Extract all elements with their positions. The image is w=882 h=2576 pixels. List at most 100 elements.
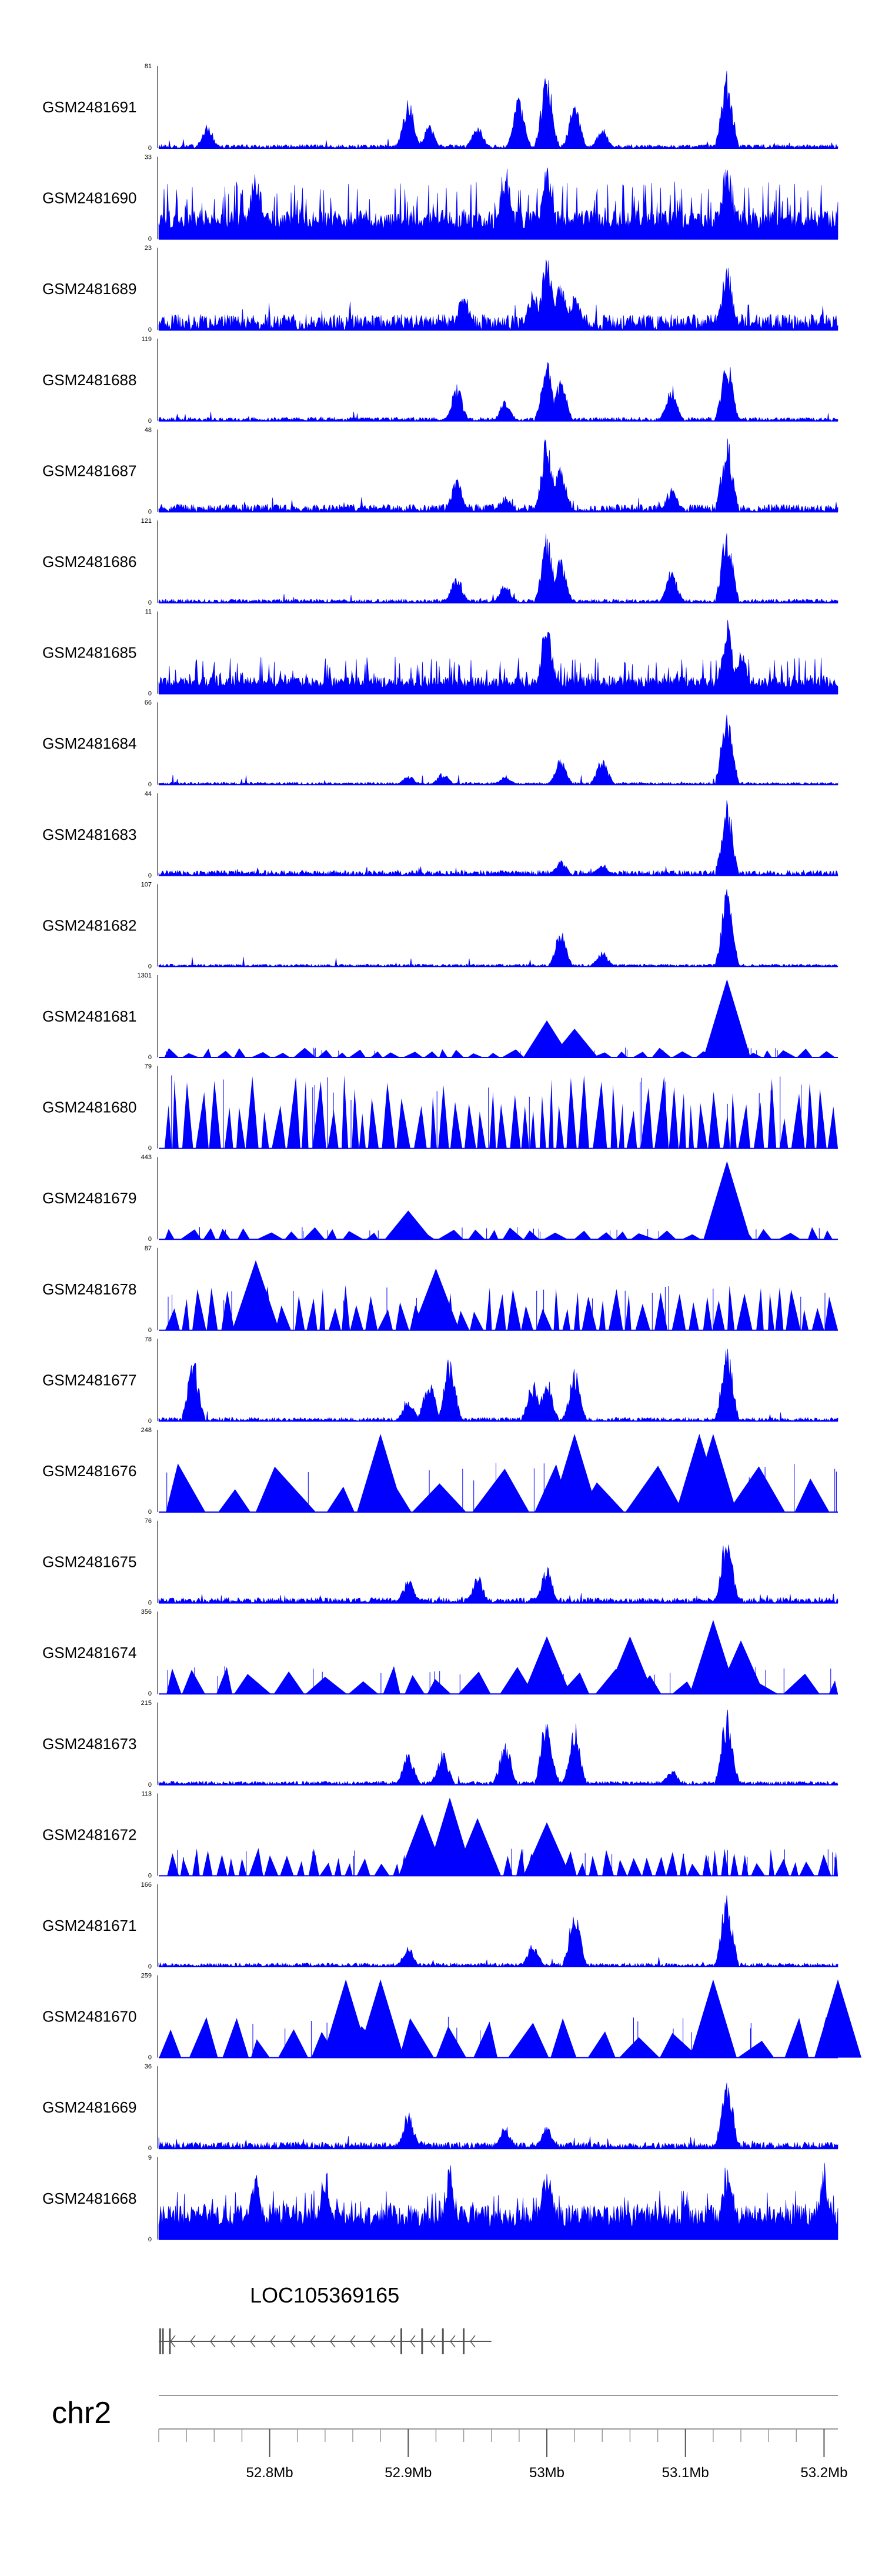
coverage-area: [167, 1797, 838, 1876]
coverage-tracks: GSM2481691810GSM2481690330GSM2481689230G…: [42, 63, 861, 2243]
track-ymax-label: 76: [145, 1518, 152, 1525]
coverage-area: [165, 1260, 838, 1330]
track-ymin-label: 0: [148, 1509, 152, 1516]
track-ymin-label: 0: [148, 963, 152, 970]
track-label: GSM2481684: [42, 735, 136, 752]
coverage-spikes: [199, 1227, 820, 1240]
tick-label: 53Mb: [529, 2465, 564, 2481]
coverage-spikes: [166, 1463, 837, 1512]
track-gsm2481677: GSM2481677 78 0: [42, 1336, 838, 1424]
track-ymin-label: 0: [148, 1236, 152, 1243]
track-label: GSM2481685: [42, 644, 136, 662]
track-ymin-label: 0: [148, 236, 152, 243]
coverage-area: [159, 1979, 861, 2058]
track-ymax-label: 107: [141, 881, 152, 888]
track-label: GSM2481669: [42, 2098, 136, 2116]
track-ymin-label: 0: [148, 418, 152, 425]
gene-exon: [159, 2328, 161, 2354]
genomic-axis: chr2 52.8Mb 52.9Mb 53Mb 53.1Mb 53.2Mb: [52, 2395, 847, 2481]
track-ymin-label: 0: [148, 1327, 152, 1334]
track-gsm2481673: GSM2481673 215 0: [42, 1700, 838, 1788]
track-label: GSM2481681: [42, 1007, 136, 1025]
track-ymax-label: 215: [141, 1700, 152, 1707]
track-ymax-label: 23: [145, 245, 152, 252]
track-ymax-label: 87: [145, 1245, 152, 1252]
coverage-spikes: [166, 1047, 778, 1057]
gene-label-loc105369165: LOC105369165: [250, 2283, 399, 2307]
track-ymax-label: 48: [145, 426, 152, 433]
coverage-area: [158, 259, 838, 331]
track-ymax-label: 113: [141, 1790, 152, 1797]
track-ymin-label: 0: [148, 2054, 152, 2061]
coverage-area: [158, 2083, 838, 2150]
gene-exon: [162, 2328, 164, 2354]
tick-label: 53.2Mb: [800, 2465, 847, 2481]
track-ymin-label: 0: [148, 781, 152, 788]
coverage-area: [158, 715, 838, 785]
track-label: GSM2481682: [42, 916, 136, 934]
track-ymin-label: 0: [148, 1145, 152, 1152]
gene-exon: [169, 2328, 171, 2354]
track-ymin-label: 0: [148, 1963, 152, 1970]
coverage-area: [158, 362, 838, 422]
coverage-area: [166, 1620, 838, 1694]
track-ymax-label: 44: [145, 790, 152, 798]
track-gsm2481685: GSM2481685 11 0: [42, 609, 838, 698]
track-label: GSM2481691: [42, 98, 136, 116]
gene-exon: [463, 2328, 465, 2354]
track-gsm2481682: GSM2481682 107 0: [42, 881, 838, 970]
track-gsm2481668: GSM2481668 9 0: [42, 2154, 838, 2243]
coverage-spikes: [171, 1075, 801, 1149]
track-ymax-label: 1301: [138, 972, 152, 979]
track-label: GSM2481686: [42, 553, 136, 570]
track-gsm2481676: GSM2481676 248 0: [42, 1427, 838, 1516]
coverage-spikes: [167, 1666, 831, 1694]
track-ymin-label: 0: [148, 690, 152, 698]
track-gsm2481678: GSM2481678 87 0: [42, 1245, 838, 1334]
track-gsm2481687: GSM2481687 48 0: [42, 426, 838, 515]
track-ymin-label: 0: [148, 145, 152, 152]
track-ymax-label: 66: [145, 699, 152, 706]
tick-label: 53.1Mb: [662, 2465, 709, 2481]
track-gsm2481672: GSM2481672 113 0: [42, 1790, 838, 1879]
track-label: GSM2481683: [42, 826, 136, 843]
gene-annotation-track: LOC105369165: [159, 2283, 492, 2354]
track-ymin-label: 0: [148, 508, 152, 515]
track-label: GSM2481676: [42, 1462, 136, 1480]
coverage-area: [164, 1075, 838, 1149]
track-gsm2481669: GSM2481669 36 0: [42, 2063, 838, 2152]
track-gsm2481675: GSM2481675 76 0: [42, 1518, 838, 1607]
track-ymax-label: 166: [141, 1881, 152, 1888]
track-label: GSM2481675: [42, 1553, 136, 1571]
track-ymax-label: 79: [145, 1063, 152, 1070]
track-ymax-label: 78: [145, 1336, 152, 1343]
gene-exon: [400, 2328, 402, 2354]
track-ymin-label: 0: [148, 2236, 152, 2243]
coverage-area: [158, 533, 838, 604]
coverage-spikes: [177, 1848, 836, 1876]
track-label: GSM2481677: [42, 1371, 136, 1389]
track-ymax-label: 121: [141, 518, 152, 525]
track-label: GSM2481687: [42, 462, 136, 479]
track-ymin-label: 0: [148, 872, 152, 879]
track-gsm2481684: GSM2481684 66 0: [42, 699, 838, 788]
track-ymin-label: 0: [148, 1054, 152, 1061]
coverage-area: [158, 438, 838, 513]
track-label: GSM2481670: [42, 2008, 136, 2026]
strand-arrows: [170, 2335, 476, 2348]
track-ymax-label: 81: [145, 63, 152, 70]
tick-label: 52.8Mb: [246, 2465, 293, 2481]
coverage-area: [158, 1895, 838, 1968]
track-ymin-label: 0: [148, 2145, 152, 2152]
track-ymax-label: 356: [141, 1609, 152, 1616]
track-ymax-label: 11: [145, 609, 152, 616]
track-ymax-label: 9: [148, 2154, 152, 2161]
track-gsm2481671: GSM2481671 166 0: [42, 1881, 838, 1970]
coverage-area: [158, 1710, 838, 1786]
coverage-area: [158, 1544, 838, 1604]
track-ymin-label: 0: [148, 1600, 152, 1607]
track-label: GSM2481674: [42, 1644, 136, 1661]
coverage-spikes: [168, 1286, 826, 1330]
coverage-area: [164, 979, 836, 1057]
